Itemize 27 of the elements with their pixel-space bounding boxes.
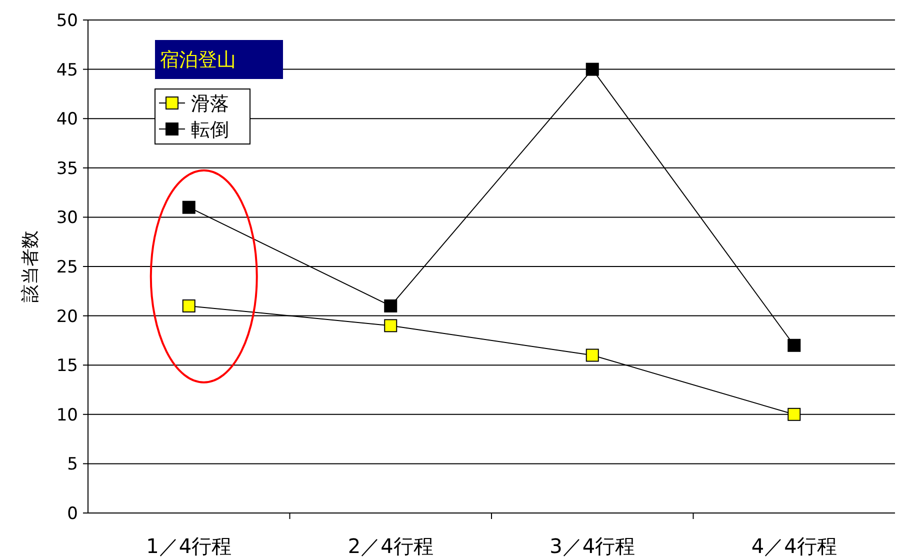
y-tick-label: 25 (56, 258, 78, 278)
x-tick-label: 2／4行程 (348, 534, 434, 558)
legend-label: 転倒 (191, 119, 229, 141)
y-tick-label: 20 (56, 306, 78, 327)
point (586, 348, 599, 362)
y-tick-label: 40 (56, 110, 78, 130)
y-tick-label: 0 (67, 504, 78, 524)
y-tick-label: 50 (56, 11, 78, 31)
y-tick-label: 5 (67, 454, 78, 475)
y-tick-label: 45 (56, 60, 78, 80)
point (384, 319, 398, 332)
point (182, 200, 196, 214)
x-tick-label: 4／4行程 (751, 534, 837, 558)
y-tick-label: 15 (56, 356, 78, 376)
point (788, 338, 801, 352)
point (788, 408, 801, 421)
y-axis-title: 該当者数 (20, 230, 41, 302)
x-tick-label: 3／4行程 (550, 534, 636, 558)
x-tick-label: 1／4行程 (146, 534, 232, 558)
point (182, 299, 196, 312)
legend-label: 滑落 (191, 93, 229, 115)
y-tick-label: 35 (56, 158, 78, 179)
y-tick-label: 30 (56, 208, 78, 228)
text: 宿泊登山 (160, 49, 236, 71)
y-tick-label: 10 (56, 405, 78, 426)
point (384, 299, 398, 312)
point (586, 62, 599, 76)
